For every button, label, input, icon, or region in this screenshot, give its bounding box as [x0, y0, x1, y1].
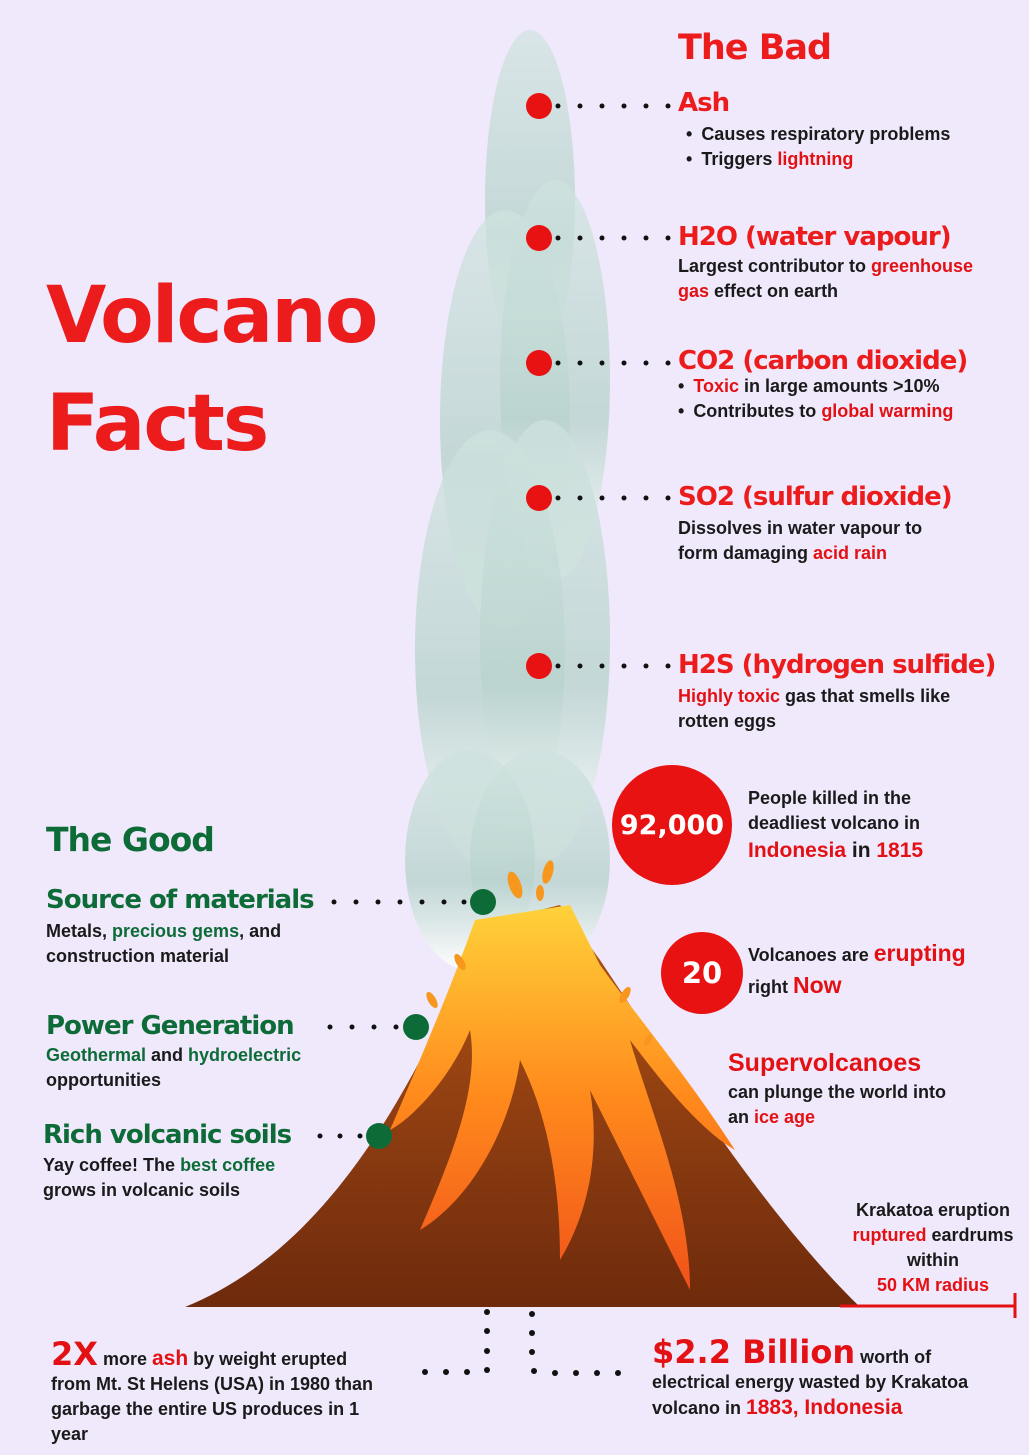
h2o-label: H2O (water vapour)	[678, 222, 952, 252]
materials-label: Source of materials	[46, 885, 315, 915]
soils-description: Yay coffee! The best coffee grows in vol…	[43, 1155, 276, 1200]
lava-splashes	[426, 860, 653, 1047]
smoke-plume	[405, 30, 610, 970]
co2-fact-2: Contributes to global warming	[678, 399, 953, 424]
erupting-count-badge: 20	[661, 932, 743, 1014]
supervolcano-description: can plunge the world into an ice age	[728, 1082, 946, 1127]
co2-fact-1: Toxic in large amounts >10%	[678, 374, 953, 399]
title-line-1: Volcano	[46, 271, 378, 361]
power-label: Power Generation	[46, 1011, 295, 1041]
h2s-description: Highly toxic gas that smells like rotten…	[678, 686, 951, 731]
so2-description: Dissolves in water vapour to form damagi…	[678, 518, 923, 563]
soils-label: Rich volcanic soils	[43, 1120, 292, 1150]
killed-description: People killed in the deadliest volcano i…	[748, 788, 924, 862]
h2o-description: Largest contributor to greenhouse gas ef…	[678, 256, 974, 301]
bad-heading: The Bad	[678, 28, 832, 68]
lava-flows	[390, 905, 735, 1290]
ash-fact-1: Causes respiratory problems	[686, 122, 950, 147]
erupting-description: Volcanoes are erupting right Now	[748, 940, 966, 998]
supervolcano-heading: Supervolcanoes	[728, 1049, 922, 1077]
energy-cost-fact: $2.2 Billion worth of electrical energy …	[652, 1333, 969, 1419]
title-line-2: Facts	[46, 379, 269, 469]
krakatoa-eardrum-fact: Krakatoa eruption ruptured eardrums with…	[852, 1200, 1014, 1295]
bad-connectors	[526, 93, 671, 679]
bottom-connectors	[422, 1309, 621, 1376]
ash-fact-2: Triggers lightning	[686, 147, 950, 172]
power-description: Geothermal and hydroelectric opportuniti…	[46, 1045, 302, 1090]
good-connectors	[317, 889, 496, 1149]
good-heading: The Good	[46, 820, 215, 859]
killed-count-badge: 92,000	[612, 765, 732, 885]
page-title: Volcano Facts	[46, 262, 378, 478]
ash-facts: Causes respiratory problems Triggers lig…	[686, 122, 950, 172]
materials-description: Metals, precious gems, and construction …	[46, 921, 282, 966]
co2-label: CO2 (carbon dioxide)	[678, 346, 968, 376]
mountain	[185, 905, 860, 1307]
ash-2x-fact: 2X more ash by weight erupted from Mt. S…	[51, 1335, 374, 1444]
so2-label: SO2 (sulfur dioxide)	[678, 482, 953, 512]
ash-label: Ash	[678, 88, 730, 118]
h2s-label: H2S (hydrogen sulfide)	[678, 650, 996, 680]
co2-facts: Toxic in large amounts >10% Contributes …	[678, 374, 953, 424]
